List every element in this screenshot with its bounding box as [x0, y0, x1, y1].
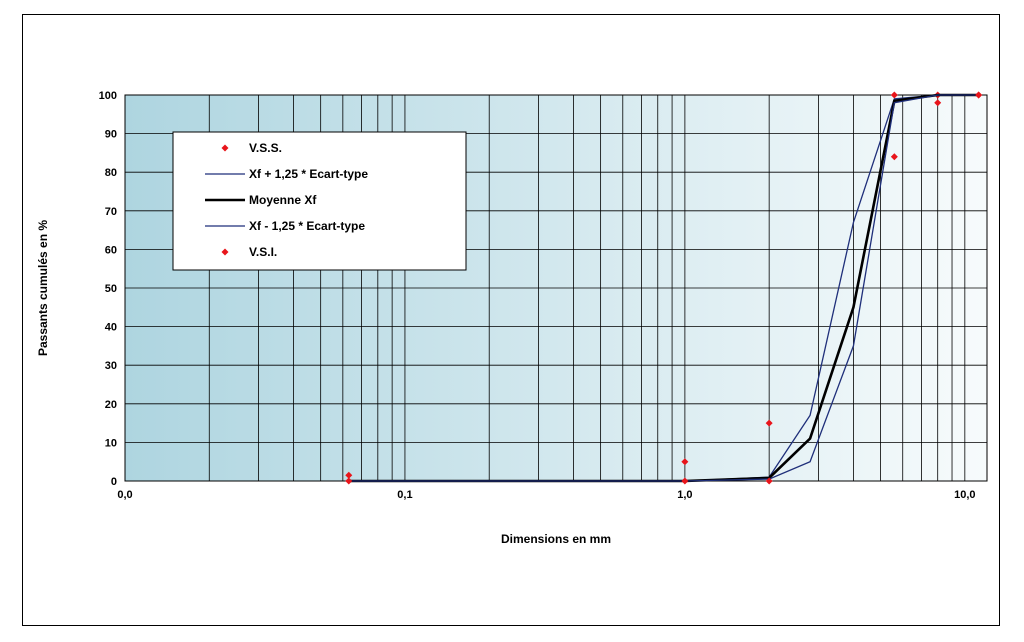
- data-point-marker: [681, 458, 689, 466]
- data-point-marker: [345, 477, 353, 485]
- legend-swatch-marker: [221, 248, 229, 256]
- tick-labels: 0 10 20 30 40 50 60 70 80 90 100 0,0 0,1 1,0 10,0: [99, 90, 976, 501]
- data-point-marker: [681, 477, 689, 485]
- data-point-marker: [765, 477, 773, 485]
- legend-label: V.S.S.: [249, 141, 282, 155]
- legend-label: Xf + 1,25 * Ecart-type: [249, 167, 368, 181]
- data-point-marker: [975, 91, 983, 99]
- data-point-marker: [890, 153, 898, 161]
- legend-item: Xf + 1,25 * Ecart-type: [205, 167, 368, 181]
- x-tick-label: 10,0: [954, 489, 975, 501]
- legend-item: Moyenne Xf: [205, 193, 317, 207]
- granulometry-chart: 0 10 20 30 40 50 60 70 80 90 100 0,0 0,1 1,0 10,0 Dime…: [36, 90, 988, 546]
- data-point-marker: [345, 471, 353, 479]
- y-tick-label: 30: [105, 360, 117, 372]
- legend-item: V.S.I.: [221, 245, 277, 259]
- chart-frame: 0 10 20 30 40 50 60 70 80 90 100 0,0 0,1 1,0 10,0 Dime…: [22, 14, 1000, 626]
- legend-label: Moyenne Xf: [249, 193, 317, 207]
- x-tick-label: 0,0: [117, 489, 132, 501]
- y-tick-label: 60: [105, 244, 117, 256]
- y-tick-label: 90: [105, 129, 117, 141]
- y-axis-title: Passants cumulés en %: [36, 220, 50, 356]
- x-tick-label: 1,0: [677, 489, 692, 501]
- y-tick-label: 50: [105, 283, 117, 295]
- axis-titles: Dimensions en mm Passants cumulés en %: [36, 220, 611, 546]
- legend-item: V.S.S.: [221, 141, 282, 155]
- series-line: [348, 94, 979, 482]
- legend-swatch-marker: [221, 144, 229, 152]
- series-v-s-i-: [345, 91, 983, 485]
- x-tick-label: 0,1: [397, 489, 412, 501]
- legend: V.S.S. Xf + 1,25 * Ecart-type Moyenne Xf Xf…: [172, 131, 467, 271]
- legend-item: Xf - 1,25 * Ecart-type: [205, 219, 365, 233]
- y-tick-label: 20: [105, 399, 117, 411]
- y-tick-label: 100: [99, 90, 117, 102]
- data-point-marker: [765, 419, 773, 427]
- data-point-marker: [934, 99, 942, 107]
- y-tick-label: 0: [111, 476, 117, 488]
- y-tick-label: 70: [105, 206, 117, 218]
- y-tick-label: 40: [105, 322, 117, 334]
- legend-label: Xf - 1,25 * Ecart-type: [249, 219, 365, 233]
- data-series: [345, 91, 983, 485]
- x-axis-title: Dimensions en mm: [501, 532, 611, 546]
- series-xf-1-25-ecart-type: [348, 94, 979, 482]
- data-point-marker: [890, 91, 898, 99]
- y-tick-label: 10: [105, 437, 117, 449]
- y-tick-label: 80: [105, 167, 117, 179]
- legend-label: V.S.I.: [249, 245, 277, 259]
